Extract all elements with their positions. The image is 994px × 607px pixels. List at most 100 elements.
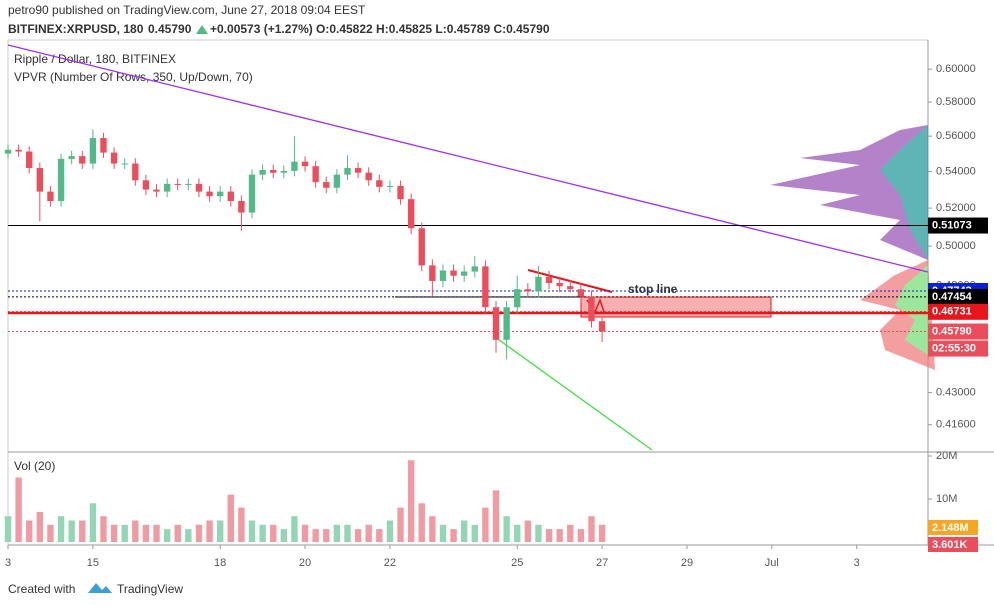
level-badge [928,303,988,320]
volume-bar [89,503,97,542]
y-tick-label: 20M [936,450,957,462]
candle-body [195,183,203,192]
volume-label: 2.148M [932,522,969,534]
candle-body [460,271,468,276]
x-tick-label: 3 [5,557,11,569]
candle-body [68,156,75,159]
candle-body [556,282,563,287]
candle-body [492,307,500,340]
candle-body [110,152,118,164]
up-arrow [196,25,208,34]
x-tick-label: 22 [384,557,396,569]
volume-bar [397,507,404,542]
volume-bar [153,524,160,542]
volume-bar [185,529,192,542]
volume-bar [4,516,12,542]
volume-bar [259,524,266,542]
volume-bar [450,529,457,542]
candle-body [471,266,478,272]
symbol: BITFINEX:XRPUSD, 180 [8,22,144,36]
volume-bar [471,524,478,542]
volume-bar [577,529,585,542]
candle-body [238,201,245,213]
candle-body [418,228,425,266]
footer-brand[interactable]: TradingView [117,582,183,596]
candle-body [185,183,192,185]
level-badge [928,288,988,305]
y-tick-label: 0.41600 [936,419,976,431]
volume-bar [365,524,372,542]
volume-bar [280,529,288,542]
volume-bar [301,524,309,542]
volume-bar [556,529,563,542]
candle-body [482,266,489,308]
ohlc: O:0.45822 H:0.45825 L:0.45789 C:0.45790 [316,22,550,36]
level-label: 0.45790 [932,325,972,337]
volume-bar [291,516,298,542]
level-label: 0.47454 [932,291,973,303]
volume-bar [195,524,203,542]
y-tick-label: 0.54000 [936,165,976,177]
last-price: 0.45790 [148,22,192,36]
y-tick-label: 10M [936,493,957,505]
candle-body [439,270,447,281]
y-tick-label: 0.52000 [936,202,976,214]
candle-body [567,286,574,290]
y-tick-label: 0.56000 [936,130,976,142]
volume-bar [163,529,171,542]
candle-body [163,183,171,192]
level-label: 0.46731 [932,306,972,318]
chart-subtitle: VPVR (Number Of Rows, 350, Up/Down, 70) [14,70,253,84]
volume-bar [121,524,128,542]
vp-down [770,125,928,260]
volume-bar [354,529,362,542]
countdown-badge [928,340,988,357]
candle-body [386,185,394,187]
candle-body [333,174,341,188]
level-label: 0.51073 [932,219,972,231]
trend-line [7,44,929,273]
volume-bar [460,520,468,542]
candle-body [535,276,542,292]
volume-bar [79,520,86,542]
y-tick-label: 0.58000 [936,96,976,108]
volume-bar [418,503,425,542]
volume-bar [429,516,436,542]
candle-body [514,289,521,308]
x-tick-label: 20 [299,557,311,569]
volume-bar [100,516,107,542]
countdown: 02:55:30 [932,342,976,354]
x-tick-label: 18 [214,557,226,569]
level-badge [928,323,988,340]
volume-bar [598,524,606,542]
candle-body [588,296,595,322]
volume-bar [439,524,447,542]
volume-bar [535,524,542,542]
volume-bar [132,520,139,542]
candle-body [397,185,404,200]
volume-bar [174,524,181,542]
volume-bar [333,524,341,542]
volume-bar [524,520,532,542]
volume-bar [312,529,319,542]
vp-green [895,265,928,355]
y-tick-label: 0.50000 [936,240,976,252]
candle-body [301,161,309,167]
volume-bar [492,490,500,542]
candle-body [216,191,224,197]
volume-bar [567,524,574,542]
volume-bar [545,529,553,542]
volume-bar [270,524,277,542]
volume-bar [227,494,234,542]
candle-body [132,163,139,181]
level-badge [928,217,988,234]
x-tick-label: 27 [596,557,608,569]
volume-bar [57,516,65,542]
candle-body [26,151,33,169]
volume-bar [376,529,383,542]
volume-label: 3.601K [932,539,968,551]
candle-body [524,289,532,292]
candle-body [100,138,107,153]
candle-body [248,174,256,213]
